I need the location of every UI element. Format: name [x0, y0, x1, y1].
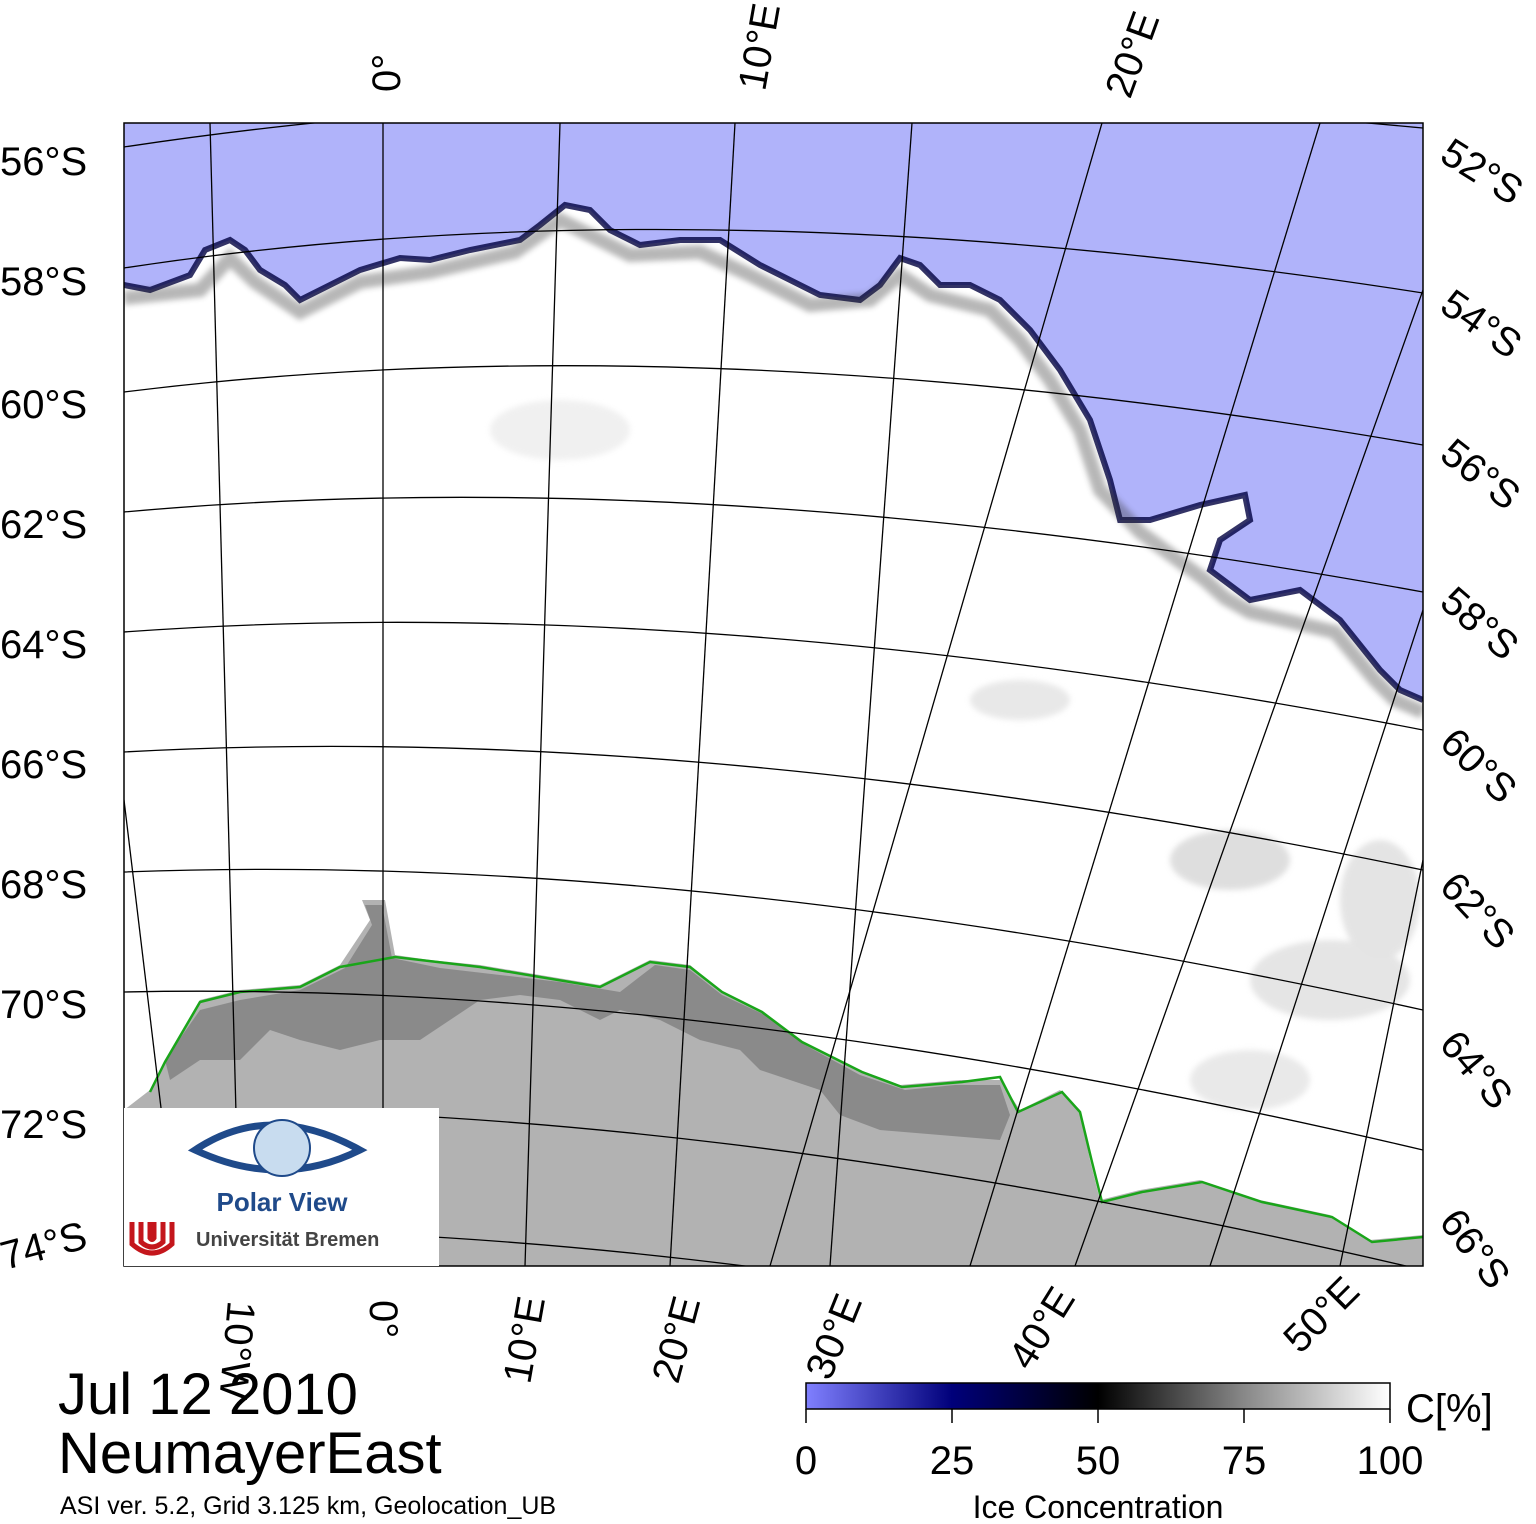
lon-label-bottom: 40°E	[1000, 1280, 1084, 1377]
lat-label-left: 68°S	[0, 863, 87, 907]
eye-icon	[187, 1121, 368, 1174]
map-frame	[123, 122, 1424, 1267]
lat-label-left: 64°S	[0, 623, 87, 667]
lat-label-right: 52°S	[1433, 130, 1530, 214]
lon-label-bottom: 0°	[361, 1300, 405, 1338]
map-area	[124, 123, 1423, 1266]
region-name: NeumayerEast	[58, 1421, 442, 1486]
colorbar-tick: 50	[1076, 1439, 1121, 1483]
colorbar: C[%] 0 25 50 75 100 Ice Concentration	[795, 1382, 1493, 1524]
colorbar-tick: 100	[1357, 1439, 1424, 1483]
open-water	[124, 123, 1423, 700]
lat-label-left: 74°S	[0, 1214, 92, 1279]
colorbar-gradient	[805, 1382, 1391, 1410]
lat-label-left: 62°S	[0, 503, 87, 547]
lat-label-left: 58°S	[0, 260, 87, 304]
left-lat-labels: 56°S 58°S 60°S 62°S 64°S 66°S 68°S 70°S …	[0, 140, 92, 1279]
lon-label-bottom: 30°E	[798, 1288, 871, 1385]
globe-icon	[253, 1119, 311, 1177]
lon-label-bottom: 20°E	[644, 1292, 709, 1388]
ice-texture	[490, 400, 1420, 1110]
ice-shelf	[165, 905, 1010, 1140]
lon-label-top: 20°E	[1097, 6, 1168, 103]
lon-label-bottom: 10°W	[210, 1299, 262, 1401]
colorbar-title: Ice Concentration	[973, 1489, 1224, 1524]
lat-label-left: 70°S	[0, 983, 87, 1027]
lon-label-top: 0°	[365, 54, 409, 92]
lat-label-right: 60°S	[1432, 720, 1525, 812]
graticule-lat	[124, 123, 1423, 1266]
lat-label-right: 62°S	[1431, 864, 1523, 958]
uni-bremen-icon	[129, 1222, 175, 1256]
lat-label-right: 58°S	[1432, 579, 1527, 669]
colorbar-tick: 0	[795, 1439, 817, 1483]
logo-institution: Universität Bremen	[196, 1229, 379, 1251]
right-lat-labels: 52°S 54°S 56°S 58°S 60°S 62°S 64°S 66°S	[1431, 130, 1531, 1297]
lat-label-right: 64°S	[1431, 1023, 1521, 1118]
lat-label-left: 60°S	[0, 383, 87, 427]
lat-label-right: 56°S	[1432, 430, 1528, 518]
top-lon-labels: 0° 10°E 20°E	[365, 0, 1168, 103]
lon-label-top: 10°E	[731, 0, 789, 93]
logo-name: Polar View	[216, 1187, 348, 1217]
colorbar-tick: 25	[930, 1439, 975, 1483]
coastline	[148, 955, 1423, 1244]
lat-label-left: 66°S	[0, 743, 87, 787]
lat-label-right: 54°S	[1433, 281, 1530, 367]
lat-label-left: 56°S	[0, 140, 87, 184]
lat-label-left: 72°S	[0, 1103, 87, 1147]
lon-label-bottom: 50°E	[1275, 1269, 1368, 1362]
polar-view-logo: Polar View Universität Bremen	[124, 1108, 439, 1266]
bottom-lon-labels: 10°W 0° 10°E 20°E 30°E 40°E 50°E	[210, 1269, 1368, 1402]
map-date: Jul 12 2010	[58, 1362, 358, 1427]
colorbar-unit: C[%]	[1406, 1387, 1493, 1431]
colorbar-tick: 75	[1222, 1439, 1267, 1483]
lat-label-right: 66°S	[1431, 1201, 1519, 1297]
lon-label-bottom: 10°E	[496, 1293, 554, 1386]
footnote: ASI ver. 5.2, Grid 3.125 km, Geolocation…	[60, 1492, 556, 1520]
ice-edge-shadow	[124, 211, 1423, 719]
